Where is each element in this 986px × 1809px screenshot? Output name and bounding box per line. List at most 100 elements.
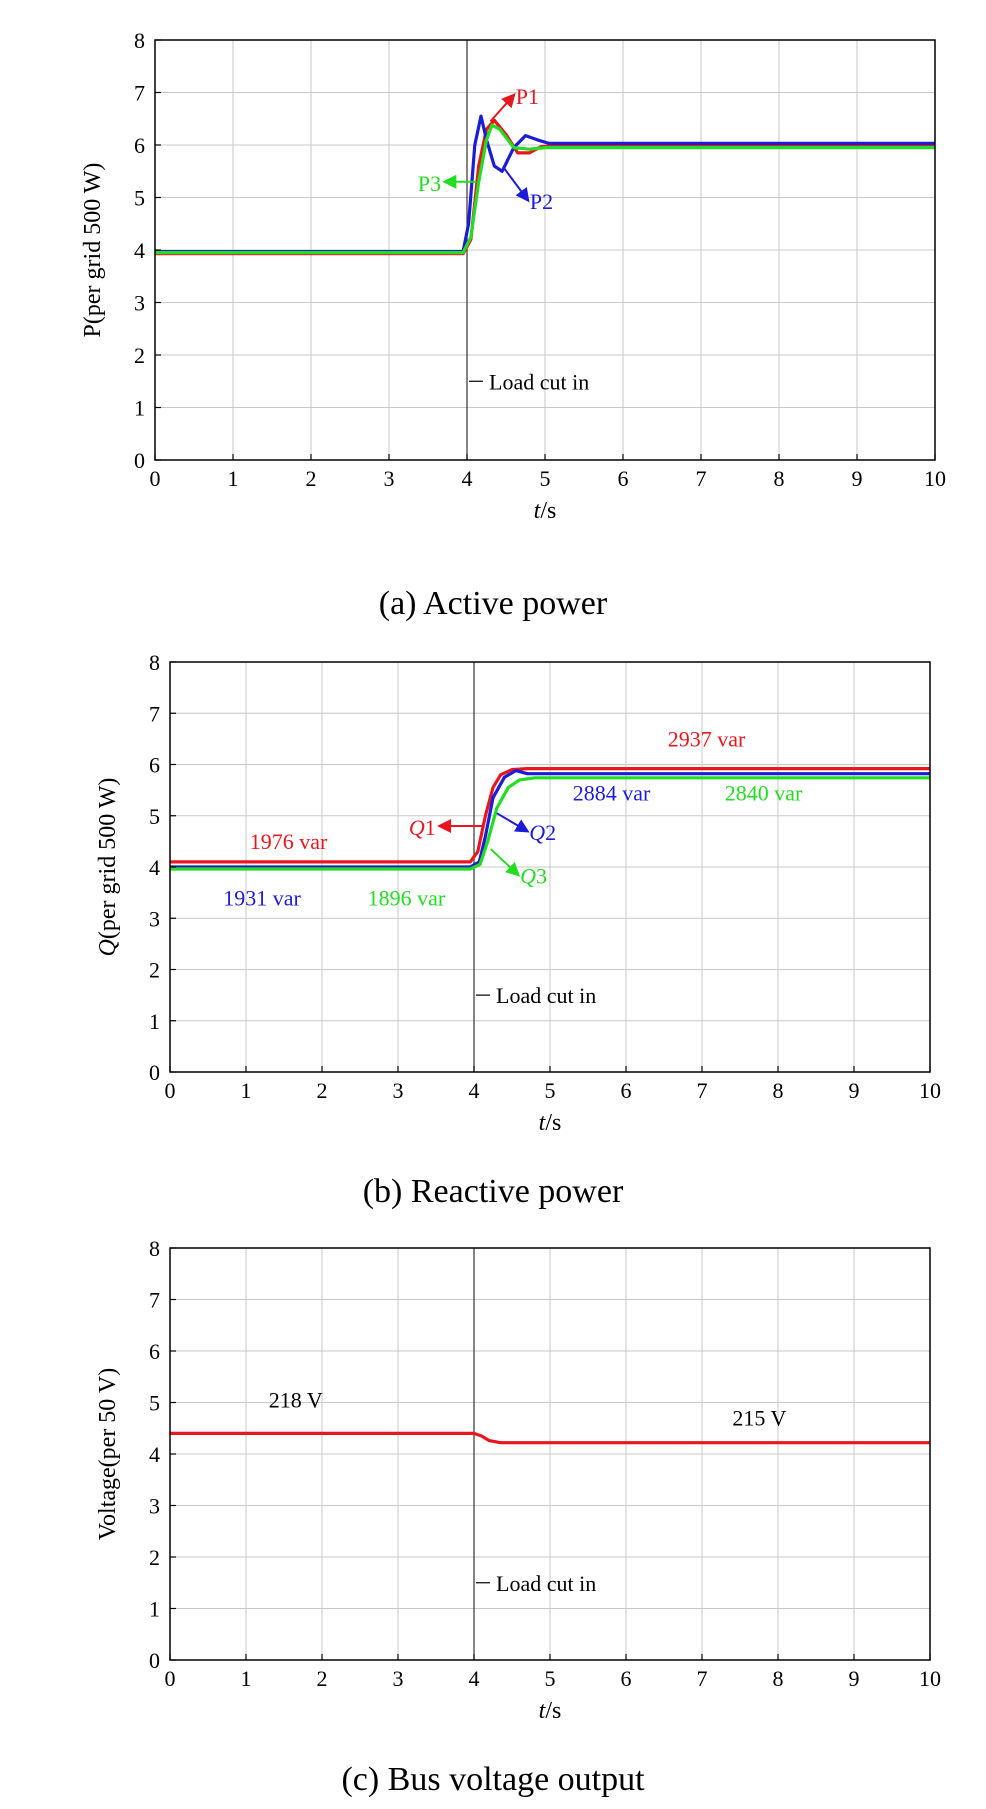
x-tick-label: 10 bbox=[924, 466, 946, 491]
x-axis-label: t/s bbox=[534, 498, 557, 524]
y-tick-label: 2 bbox=[134, 343, 145, 368]
annotation-arrow bbox=[496, 812, 530, 833]
x-tick-label: 5 bbox=[545, 1078, 556, 1103]
y-tick-label: 3 bbox=[149, 1494, 160, 1519]
value-label: 2937 var bbox=[668, 727, 746, 752]
x-tick-label: 9 bbox=[849, 1078, 860, 1103]
reactive-power-chart: Load cut in Q1 Q2 Q3 1976 var 1931 var 1896 va… bbox=[95, 650, 941, 1210]
x-tick-label: 5 bbox=[540, 466, 551, 491]
value-label: 218 V bbox=[269, 1388, 323, 1413]
y-tick-label: 6 bbox=[134, 133, 145, 158]
x-tick-label: 8 bbox=[773, 1078, 784, 1103]
value-label: 1931 var bbox=[223, 885, 301, 910]
x-tick-label: 7 bbox=[696, 466, 707, 491]
figure-caption: (c) Bus voltage output bbox=[341, 1761, 645, 1798]
x-tick-label: 1 bbox=[241, 1078, 252, 1103]
y-tick-label: 7 bbox=[134, 81, 145, 106]
annotation-label: P3 bbox=[418, 171, 441, 196]
y-tick-label: 8 bbox=[149, 650, 160, 675]
annotation-label: Q3 bbox=[520, 864, 547, 889]
y-tick-label: 4 bbox=[149, 1442, 160, 1467]
x-tick-label: 2 bbox=[317, 1666, 328, 1691]
value-label: 2884 var bbox=[573, 780, 651, 805]
x-tick-label: 10 bbox=[919, 1666, 941, 1691]
y-axis-label: Q(per grid 500 W) bbox=[95, 778, 121, 957]
x-tick-label: 1 bbox=[241, 1666, 252, 1691]
y-tick-label: 3 bbox=[134, 291, 145, 316]
y-tick-label: 8 bbox=[149, 1236, 160, 1261]
y-tick-label: 0 bbox=[149, 1648, 160, 1673]
x-tick-label: 4 bbox=[469, 1666, 480, 1691]
series-line-q3 bbox=[170, 776, 930, 871]
x-tick-label: 0 bbox=[150, 466, 161, 491]
y-tick-label: 1 bbox=[149, 1597, 160, 1622]
annotation-label: P2 bbox=[530, 189, 553, 214]
y-tick-label: 2 bbox=[149, 1545, 160, 1570]
event-label: Load cut in bbox=[496, 1571, 596, 1596]
y-tick-label: 1 bbox=[149, 1009, 160, 1034]
annotation-label: P1 bbox=[516, 84, 539, 109]
y-tick-label: 5 bbox=[149, 1391, 160, 1416]
active-power-chart: Load cut in P1 P2 P3 0 1 2 3 4 5 6 7 8 9 10 0 1 2 3 4 5 6 7 8 t/… bbox=[80, 28, 946, 622]
series-line-bus-voltage bbox=[170, 1431, 930, 1445]
x-tick-label: 6 bbox=[618, 466, 629, 491]
x-tick-label: 0 bbox=[165, 1666, 176, 1691]
x-tick-label: 9 bbox=[849, 1666, 860, 1691]
y-tick-label: 2 bbox=[149, 958, 160, 983]
y-tick-label: 1 bbox=[134, 396, 145, 421]
y-tick-label: 5 bbox=[149, 804, 160, 829]
y-tick-label: 4 bbox=[134, 238, 145, 263]
annotation-arrow bbox=[503, 168, 530, 203]
y-tick-label: 7 bbox=[149, 1288, 160, 1313]
annotation-label: Q1 bbox=[409, 815, 436, 840]
y-axis-label: P(per grid 500 W) bbox=[80, 163, 106, 338]
y-tick-label: 4 bbox=[149, 855, 160, 880]
series-line-p2 bbox=[155, 114, 935, 254]
y-tick-label: 6 bbox=[149, 753, 160, 778]
x-tick-label: 3 bbox=[384, 466, 395, 491]
value-label: 215 V bbox=[732, 1406, 786, 1431]
y-tick-label: 0 bbox=[134, 448, 145, 473]
x-tick-label: 2 bbox=[306, 466, 317, 491]
event-label: Load cut in bbox=[496, 983, 596, 1008]
x-tick-label: 3 bbox=[393, 1078, 404, 1103]
value-label: 1976 var bbox=[250, 829, 328, 854]
x-tick-label: 6 bbox=[621, 1078, 632, 1103]
annotation-label: Q2 bbox=[529, 820, 556, 845]
bus-voltage-chart: Load cut in 218 V 215 V 0 1 2 3 4 5 6 7 8 9 10 0 1 2 3 4 5 6… bbox=[95, 1236, 941, 1798]
x-tick-label: 7 bbox=[697, 1666, 708, 1691]
y-axis-label: Voltage(per 50 V) bbox=[95, 1368, 121, 1540]
x-tick-label: 2 bbox=[317, 1078, 328, 1103]
annotation-arrow bbox=[490, 848, 521, 877]
y-tick-label: 8 bbox=[134, 28, 145, 53]
figure-caption: (b) Reactive power bbox=[363, 1173, 624, 1210]
figure-caption: (a) Active power bbox=[379, 585, 608, 622]
x-tick-label: 1 bbox=[228, 466, 239, 491]
x-tick-label: 9 bbox=[852, 466, 863, 491]
x-axis-label: t/s bbox=[539, 1110, 562, 1136]
annotation-arrow bbox=[489, 93, 516, 123]
y-tick-label: 6 bbox=[149, 1339, 160, 1364]
x-tick-label: 4 bbox=[469, 1078, 480, 1103]
series-line-q1 bbox=[170, 766, 930, 864]
x-tick-label: 0 bbox=[165, 1078, 176, 1103]
value-label: 1896 var bbox=[368, 885, 446, 910]
x-axis-label: t/s bbox=[539, 1698, 562, 1724]
x-tick-label: 10 bbox=[919, 1078, 941, 1103]
x-tick-label: 3 bbox=[393, 1666, 404, 1691]
value-label: 2840 var bbox=[725, 780, 803, 805]
y-tick-label: 3 bbox=[149, 906, 160, 931]
x-tick-label: 8 bbox=[773, 1666, 784, 1691]
x-tick-label: 7 bbox=[697, 1078, 708, 1103]
y-tick-label: 0 bbox=[149, 1060, 160, 1085]
event-label: Load cut in bbox=[489, 369, 589, 394]
x-tick-label: 8 bbox=[774, 466, 785, 491]
x-tick-label: 5 bbox=[545, 1666, 556, 1691]
x-tick-label: 6 bbox=[621, 1666, 632, 1691]
x-tick-label: 4 bbox=[462, 466, 473, 491]
y-tick-label: 7 bbox=[149, 701, 160, 726]
series-line-p3 bbox=[155, 123, 935, 255]
series-line-q2 bbox=[170, 768, 930, 869]
y-tick-label: 5 bbox=[134, 186, 145, 211]
